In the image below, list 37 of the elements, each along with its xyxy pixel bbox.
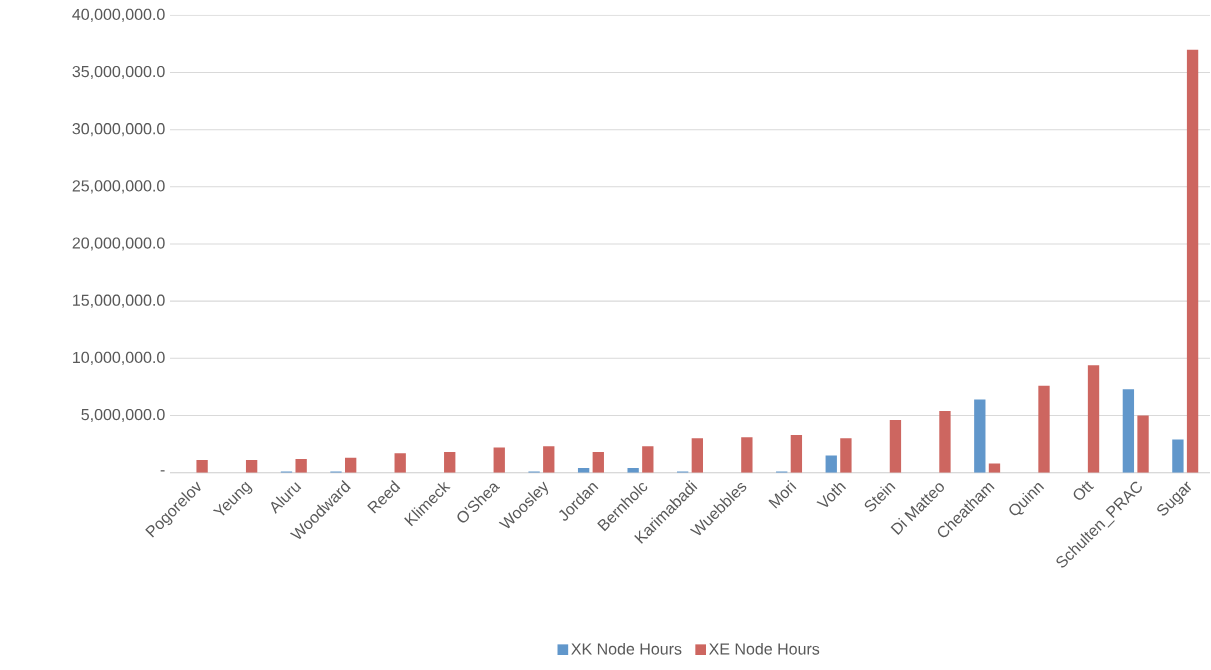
bar (196, 460, 208, 473)
bar (1038, 385, 1050, 473)
y-tick-label: 5,000,000.0 (81, 408, 165, 423)
legend-label: XK Node Hours (571, 642, 682, 655)
y-tick-label: 40,000,000.0 (72, 8, 165, 22)
y-tick-label: 30,000,000.0 (72, 123, 165, 137)
bar (889, 420, 902, 473)
bar (691, 438, 703, 473)
x-tick-label: Voth (816, 483, 847, 507)
bar (592, 452, 604, 473)
bar (394, 453, 406, 473)
bar (642, 446, 654, 473)
bar (1122, 389, 1135, 473)
y-tick-label: 20,000,000.0 (72, 237, 165, 251)
bar (825, 455, 837, 473)
y-tick-label: 25,000,000.0 (72, 180, 165, 194)
bar (245, 460, 258, 473)
bar (1087, 365, 1100, 473)
bar (1137, 415, 1149, 473)
bar (790, 434, 803, 473)
y-tick-label: 10,000,000.0 (73, 351, 165, 365)
bar (627, 468, 639, 473)
bar (345, 457, 357, 473)
bar (444, 452, 456, 473)
y-tick-label: 35,000,000.0 (72, 65, 165, 80)
bar (543, 446, 555, 473)
bar (741, 437, 753, 473)
y-tick-label: - (160, 470, 165, 472)
bar (840, 438, 852, 473)
bar (1172, 439, 1184, 473)
bar (974, 399, 986, 473)
legend-label: XE Node Hours (709, 642, 820, 655)
bar (493, 447, 505, 473)
bar (939, 410, 951, 473)
bar (295, 458, 307, 473)
bar (1186, 49, 1199, 473)
y-tick-label: 15,000,000.0 (73, 294, 165, 308)
